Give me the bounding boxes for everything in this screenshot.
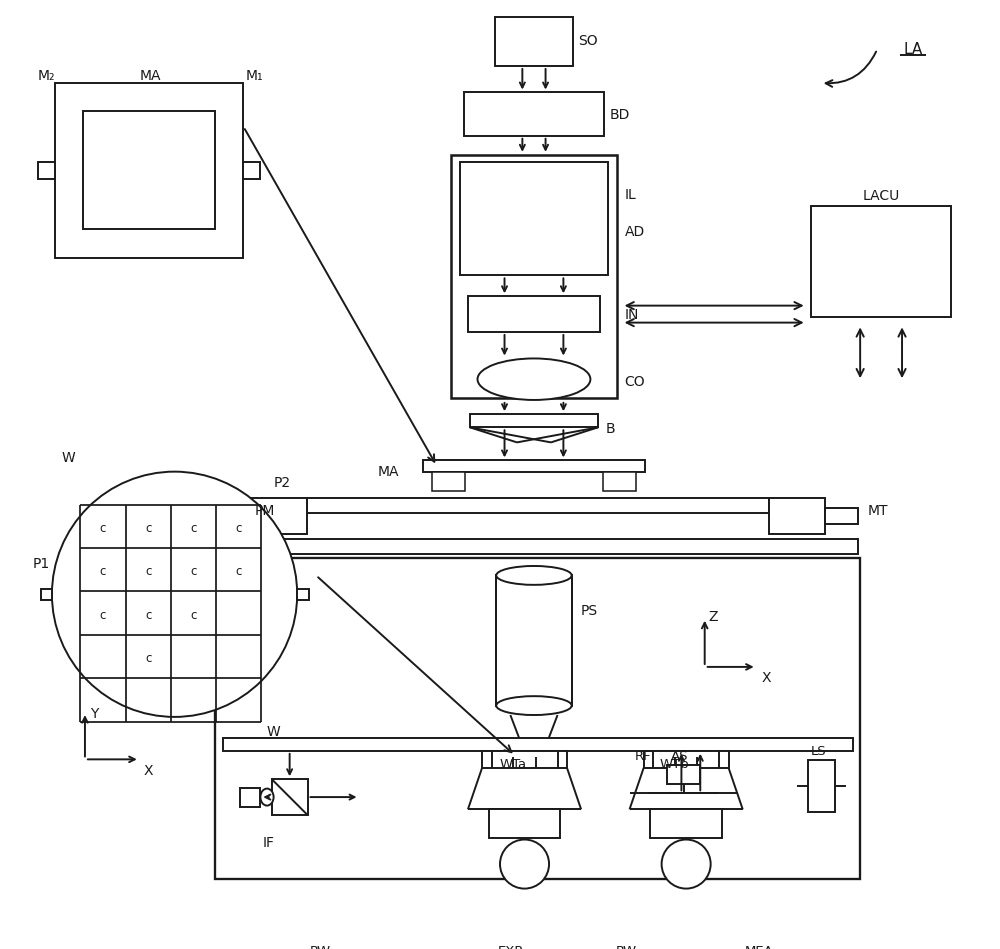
Text: PM: PM bbox=[255, 504, 275, 518]
Bar bbox=[470, 414, 598, 427]
Text: LACU: LACU bbox=[862, 189, 900, 203]
Circle shape bbox=[662, 840, 711, 888]
Text: PW: PW bbox=[616, 945, 637, 949]
Text: c: c bbox=[145, 522, 151, 535]
Bar bbox=[644, 751, 729, 768]
Bar bbox=[808, 760, 835, 812]
Text: c: c bbox=[145, 652, 151, 665]
Bar bbox=[217, 539, 858, 553]
Bar bbox=[307, 498, 769, 513]
Bar bbox=[38, 161, 55, 178]
Bar bbox=[811, 206, 951, 317]
Text: X: X bbox=[761, 671, 771, 684]
Text: Z: Z bbox=[708, 610, 718, 624]
Bar bbox=[240, 788, 260, 807]
Text: M₁: M₁ bbox=[245, 69, 263, 83]
Ellipse shape bbox=[260, 789, 274, 806]
Bar bbox=[217, 509, 250, 524]
Bar bbox=[825, 509, 858, 524]
Bar bbox=[297, 588, 309, 600]
Text: RF: RF bbox=[634, 750, 651, 763]
Bar bbox=[223, 737, 853, 751]
Text: CO: CO bbox=[625, 376, 645, 389]
Ellipse shape bbox=[496, 566, 572, 585]
Bar bbox=[667, 765, 700, 784]
Bar bbox=[41, 588, 52, 600]
Text: B: B bbox=[606, 421, 615, 436]
Text: AD: AD bbox=[625, 226, 645, 239]
Bar bbox=[464, 92, 604, 136]
Text: c: c bbox=[190, 566, 197, 579]
Text: P2: P2 bbox=[274, 476, 291, 491]
Text: MA: MA bbox=[377, 465, 399, 479]
Bar bbox=[423, 460, 645, 472]
Text: X: X bbox=[143, 764, 153, 778]
Bar bbox=[489, 809, 560, 838]
Bar bbox=[272, 779, 308, 815]
Text: LA: LA bbox=[904, 43, 923, 58]
Text: W: W bbox=[267, 725, 280, 739]
Text: IL: IL bbox=[625, 188, 636, 202]
Text: MEA: MEA bbox=[745, 945, 773, 949]
Bar bbox=[460, 162, 608, 275]
Bar bbox=[432, 472, 465, 491]
Bar bbox=[243, 161, 260, 178]
Text: c: c bbox=[236, 522, 242, 535]
Text: c: c bbox=[100, 566, 106, 579]
Text: EXP: EXP bbox=[498, 945, 523, 949]
Bar bbox=[55, 83, 243, 257]
Bar bbox=[201, 896, 874, 913]
Bar bbox=[250, 498, 307, 534]
Text: IN: IN bbox=[625, 307, 639, 322]
Text: c: c bbox=[100, 522, 106, 535]
Bar bbox=[495, 17, 573, 66]
Bar bbox=[496, 575, 572, 706]
Text: c: c bbox=[145, 609, 151, 622]
Text: M₂: M₂ bbox=[38, 69, 55, 83]
Bar bbox=[215, 558, 860, 879]
Text: c: c bbox=[100, 609, 106, 622]
Text: SO: SO bbox=[578, 34, 598, 48]
Text: WTa: WTa bbox=[500, 758, 527, 772]
Bar bbox=[468, 296, 600, 332]
Ellipse shape bbox=[496, 697, 572, 715]
Circle shape bbox=[500, 840, 549, 888]
Bar bbox=[769, 498, 825, 534]
Ellipse shape bbox=[478, 359, 590, 400]
Text: PW: PW bbox=[310, 945, 331, 949]
Text: P1: P1 bbox=[33, 556, 50, 570]
Bar bbox=[451, 155, 617, 398]
Bar bbox=[650, 809, 722, 838]
Text: LS: LS bbox=[810, 745, 826, 758]
Bar bbox=[482, 751, 567, 768]
Bar bbox=[603, 472, 636, 491]
Text: IF: IF bbox=[262, 836, 274, 849]
Text: BD: BD bbox=[609, 107, 630, 121]
Text: c: c bbox=[236, 566, 242, 579]
Text: PS: PS bbox=[581, 604, 598, 618]
Circle shape bbox=[52, 472, 297, 716]
Text: MA: MA bbox=[140, 69, 161, 83]
Text: c: c bbox=[190, 609, 197, 622]
Text: c: c bbox=[145, 566, 151, 579]
Text: c: c bbox=[190, 522, 197, 535]
Text: MT: MT bbox=[868, 504, 888, 518]
Bar bbox=[83, 111, 215, 230]
Text: AS: AS bbox=[671, 750, 689, 763]
Text: Y: Y bbox=[90, 706, 98, 720]
Text: WTb: WTb bbox=[660, 758, 690, 772]
Text: W: W bbox=[61, 451, 75, 465]
